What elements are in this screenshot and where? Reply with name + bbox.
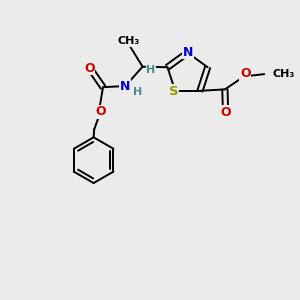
Text: O: O bbox=[96, 105, 106, 118]
Text: O: O bbox=[240, 67, 251, 80]
Text: CH₃: CH₃ bbox=[118, 36, 140, 46]
Text: N: N bbox=[120, 80, 130, 93]
Text: CH₃: CH₃ bbox=[272, 69, 295, 79]
Text: S: S bbox=[169, 85, 178, 98]
Text: H: H bbox=[133, 87, 142, 97]
Text: O: O bbox=[220, 106, 231, 119]
Text: O: O bbox=[84, 61, 95, 75]
Text: N: N bbox=[183, 46, 193, 59]
Text: H: H bbox=[146, 64, 155, 75]
